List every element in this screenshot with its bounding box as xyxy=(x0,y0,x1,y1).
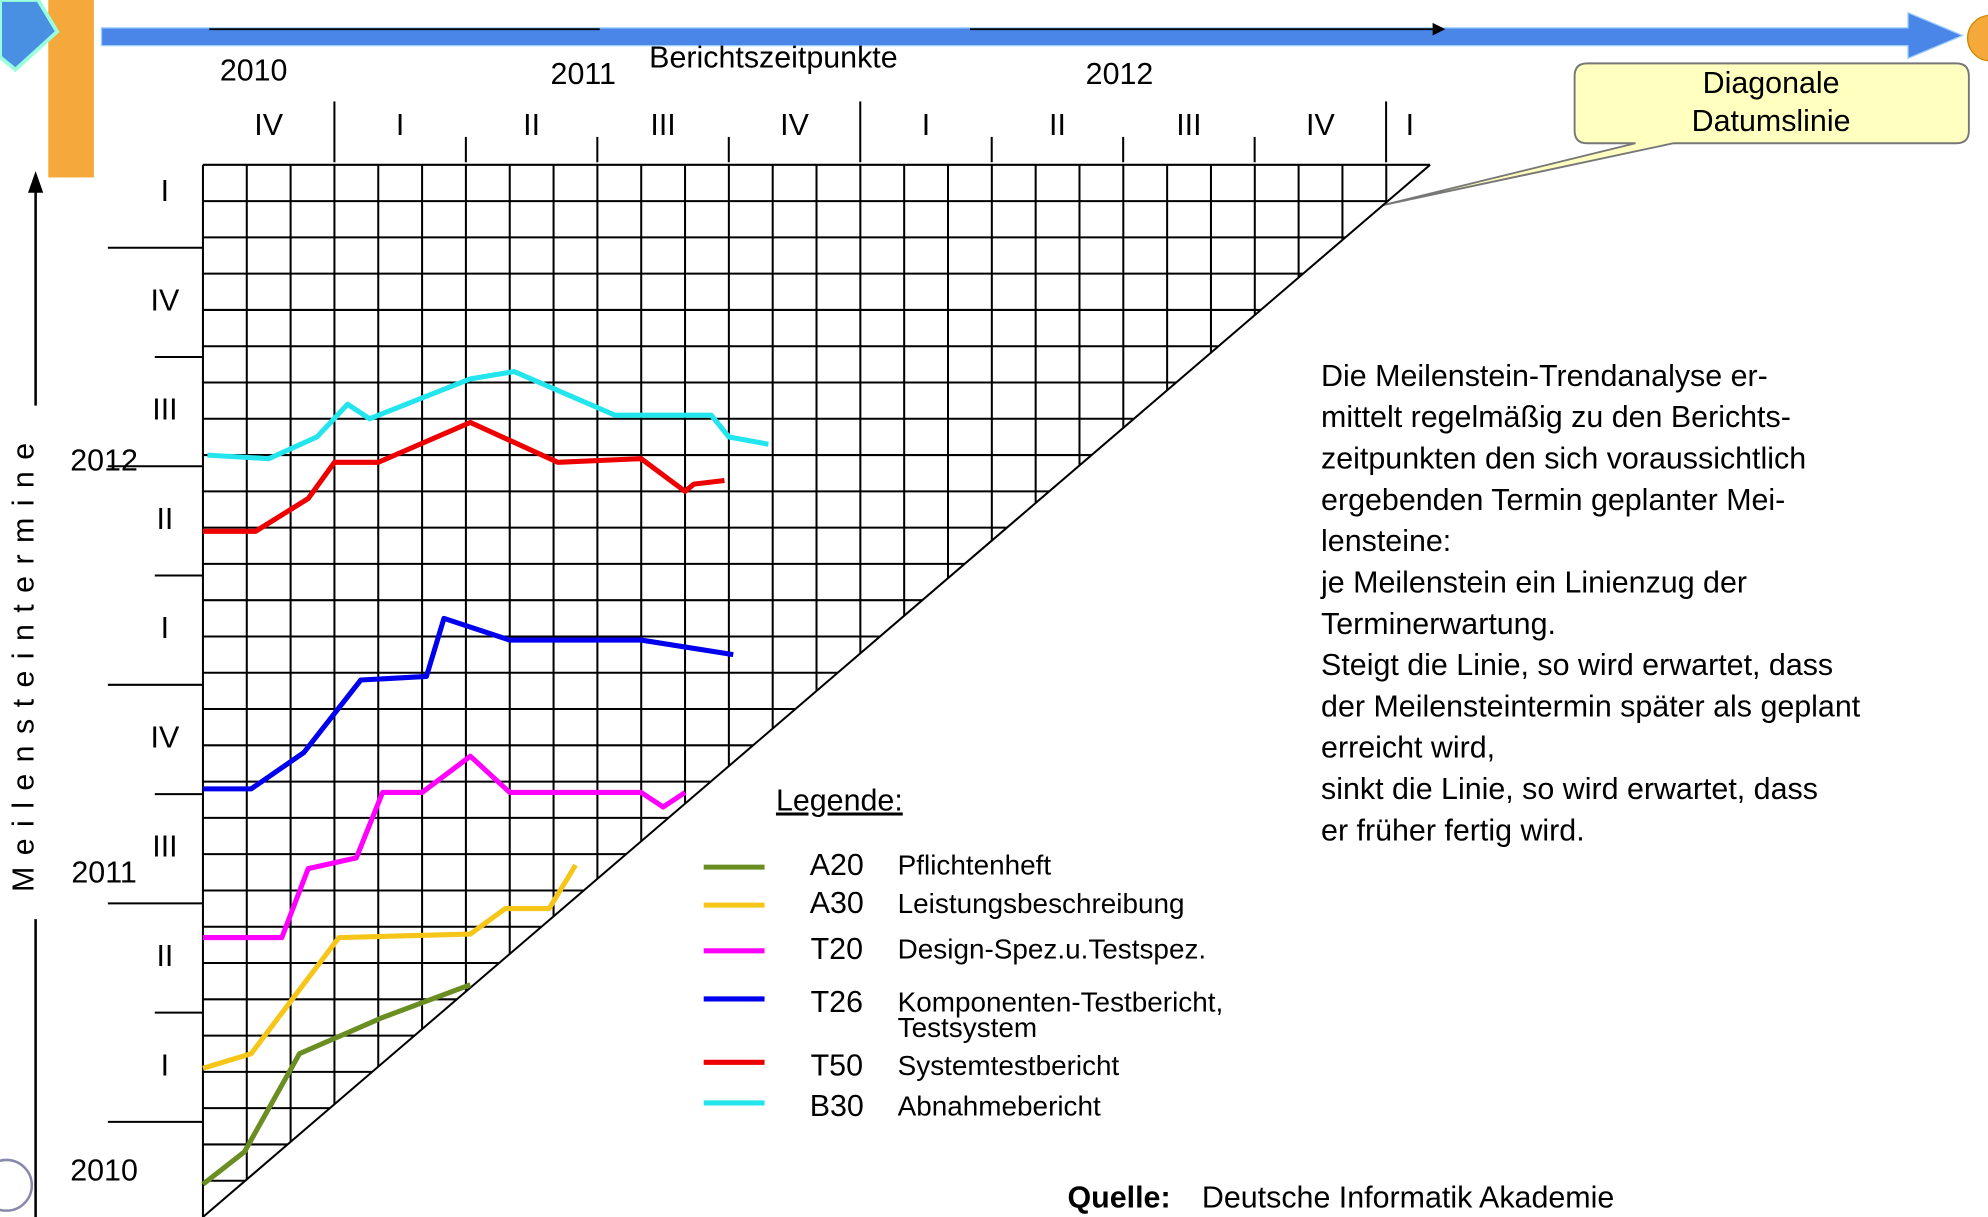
top-arrowhead xyxy=(1432,22,1446,36)
description-line: lensteine: xyxy=(1321,524,1451,558)
legend-code: A20 xyxy=(810,848,864,882)
y-quarter-label: I xyxy=(161,174,169,208)
top-arrow xyxy=(100,11,1965,60)
legend-name-box: Design-Spez.u.Testspez. xyxy=(897,936,1207,965)
y-quarter-label: I xyxy=(161,611,169,645)
x-quarter-label: I xyxy=(922,108,930,142)
description-line: ergebenden Termin geplanter Mei- xyxy=(1321,483,1785,517)
description-line: Steigt die Linie, so wird erwartet, dass xyxy=(1321,648,1833,682)
y-quarter-label: IV xyxy=(151,283,180,317)
series-line xyxy=(202,863,578,1071)
legend-name-box: Leistungsbeschreibung xyxy=(897,891,1185,920)
x-year-label: 2010 xyxy=(220,53,288,87)
legend-code: T26 xyxy=(811,985,863,1019)
legend-name: Komponenten-Testbericht, Testsystem xyxy=(897,990,1224,1044)
y-quarter-label: III xyxy=(152,393,177,427)
legend-name-box: Abnahmebericht xyxy=(897,1094,1101,1122)
series-line xyxy=(202,753,687,941)
y-quarter-label: IV xyxy=(151,720,180,754)
legend-name-box: Systemtestbericht xyxy=(897,1053,1120,1082)
y-axis-label: Meilensteintermine xyxy=(7,431,41,892)
orange-circle xyxy=(1966,14,1988,62)
legend-title: Legende: xyxy=(776,783,903,817)
description-line: der Meilensteintermin später als geplant xyxy=(1321,689,1861,723)
legend-name: Design-Spez.u.Testspez. xyxy=(897,936,1207,965)
description-line: Terminerwartung. xyxy=(1321,607,1556,641)
description-line: mittelt regelmäßig zu den Berichts- xyxy=(1321,400,1791,434)
source-text: Deutsche Informatik Akademie xyxy=(1202,1180,1614,1214)
description-line: Die Meilenstein-Trendanalyse er- xyxy=(1321,359,1768,393)
y-quarter-label: I xyxy=(161,1048,169,1082)
legend-code: T50 xyxy=(811,1048,863,1082)
legend-name-box: Komponenten-Testbericht, Testsystem xyxy=(897,990,1224,1044)
y-quarter-label: II xyxy=(156,939,173,973)
callout-text: Diagonale xyxy=(1703,66,1840,100)
series-line xyxy=(201,982,472,1187)
x-year-label: 2012 xyxy=(1086,57,1154,91)
logo xyxy=(0,1158,34,1212)
x-quarter-label: III xyxy=(1176,108,1201,142)
x-quarter-label: II xyxy=(523,108,540,142)
x-quarter-label: IV xyxy=(1306,108,1335,142)
legend-name: Leistungsbeschreibung xyxy=(897,891,1185,920)
callout-box xyxy=(1381,62,1970,207)
legend-code: T20 xyxy=(811,932,863,966)
x-axis-title: Berichtszeitpunkte xyxy=(649,41,897,75)
legend-name: Abnahmebericht xyxy=(897,1094,1101,1122)
y-quarter-label: II xyxy=(156,502,173,536)
source-label: Quelle: xyxy=(1068,1180,1171,1214)
series-line xyxy=(202,615,734,792)
legend-name-box: Pflichtenheft xyxy=(897,853,1052,882)
legend-code: A30 xyxy=(810,886,864,920)
legend-name: Pflichtenheft xyxy=(897,853,1052,882)
legend-code: B30 xyxy=(810,1089,864,1123)
y-year-label: 2011 xyxy=(71,856,136,890)
x-quarter-label: I xyxy=(396,108,404,142)
x-quarter-label: IV xyxy=(254,108,283,142)
x-quarter-label: II xyxy=(1049,108,1066,142)
y-year-label: 2010 xyxy=(70,1154,138,1188)
description-line: je Meilenstein ein Linienzug der xyxy=(1320,565,1747,599)
legend-name: Systemtestbericht xyxy=(897,1053,1120,1082)
y-quarter-label: III xyxy=(152,830,177,864)
date-diagonal xyxy=(202,164,1431,1217)
axis-arrowhead xyxy=(28,171,44,193)
callout-text: Datumslinie xyxy=(1692,104,1851,138)
description-line: sinkt die Linie, so wird erwartet, dass xyxy=(1321,772,1818,806)
corner-arrow xyxy=(0,0,60,73)
series-line xyxy=(202,419,725,534)
x-year-label: 2011 xyxy=(551,57,616,91)
x-quarter-label: I xyxy=(1406,108,1414,142)
y-year-label: 2012 xyxy=(70,444,138,478)
series-line xyxy=(207,369,769,462)
description-line: er früher fertig wird. xyxy=(1321,813,1585,847)
x-quarter-label: IV xyxy=(780,108,809,142)
description-line: zeitpunkten den sich voraussichtlich xyxy=(1321,441,1806,475)
x-quarter-label: III xyxy=(650,108,675,142)
description-line: erreicht wird, xyxy=(1321,731,1495,765)
